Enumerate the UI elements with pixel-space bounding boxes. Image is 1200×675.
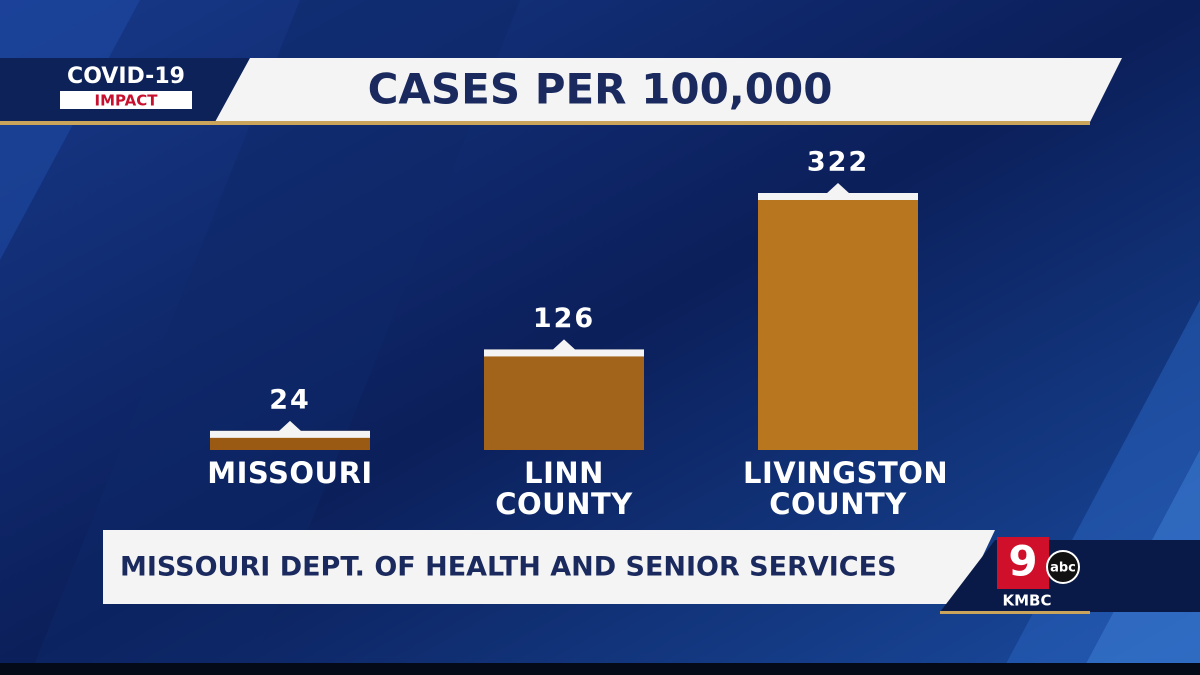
bar-pointer [552,339,576,351]
bar-pointer [826,183,850,194]
bottom-strip [0,663,1200,675]
bar-cap [210,430,370,438]
chart-title: CASES PER 100,000 [368,65,833,114]
source-bar [103,530,995,604]
badge-top: COVID-19 [67,64,185,89]
badge-box [60,91,192,109]
badge-bottom: IMPACT [95,92,159,110]
logo-box [997,537,1049,589]
category-label: LINN COUNTY [495,456,633,521]
value-label: 126 [533,303,595,334]
logo-station: KMBC [1003,592,1052,610]
source-text: MISSOURI DEPT. OF HEALTH AND SENIOR SERV… [120,552,897,583]
logo-circle [1046,550,1080,584]
logo-underline [940,611,1090,614]
category-label: MISSOURI [207,456,373,490]
category-label: LIVINGSTON COUNTY [743,456,949,521]
bar [758,193,918,450]
bar-pointer [278,420,302,432]
value-label: 24 [269,384,311,415]
bar [484,349,644,450]
title-bar [215,58,1122,122]
badge-bg [0,58,250,122]
value-label: 322 [807,147,869,178]
title-underline [0,121,1090,125]
bg-stripe [30,0,520,675]
bar-cap [484,349,644,357]
logo-channel: 9 [1008,537,1037,586]
bar-cap [758,193,918,200]
logo-network: abc [1050,561,1076,576]
